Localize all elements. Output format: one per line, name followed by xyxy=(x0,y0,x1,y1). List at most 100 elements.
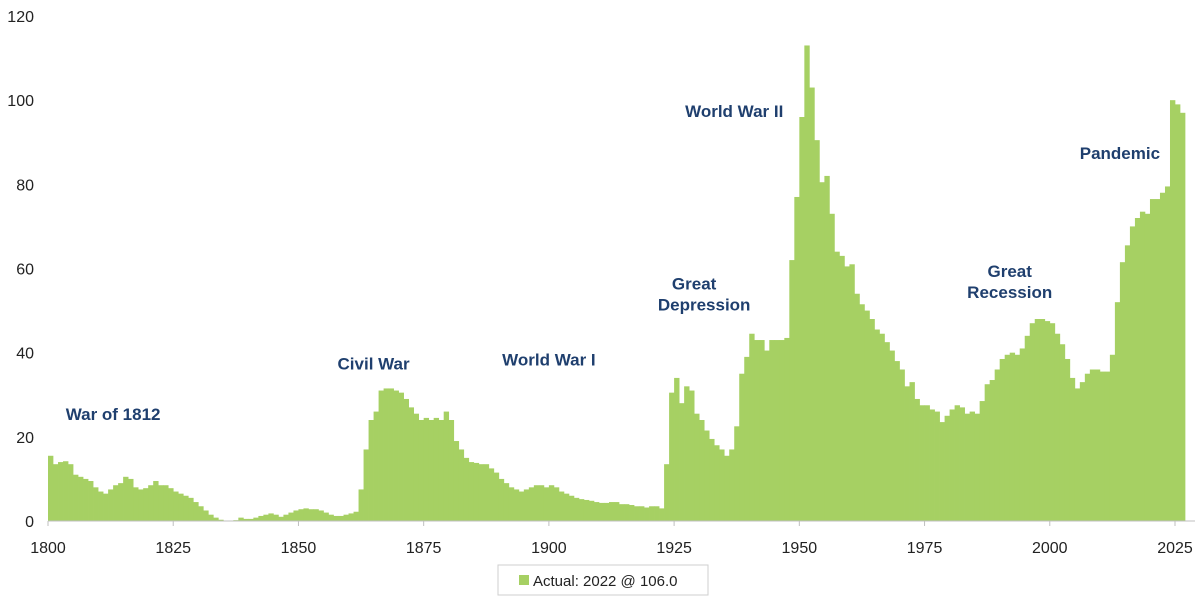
bar-1864 xyxy=(368,420,374,521)
bar-1878 xyxy=(438,420,445,521)
bar-1959 xyxy=(844,266,850,521)
y-tick-label: 20 xyxy=(16,430,34,447)
bar-1861 xyxy=(353,511,359,521)
bar-2026 xyxy=(1180,112,1186,521)
bar-1971 xyxy=(904,386,910,521)
bar-1854 xyxy=(318,510,324,521)
bar-1813 xyxy=(113,485,119,521)
bar-1811 xyxy=(103,493,109,521)
bar-1800 xyxy=(48,455,54,521)
bar-1917 xyxy=(634,506,640,521)
bar-1893 xyxy=(513,489,520,521)
bar-1891 xyxy=(503,483,510,522)
bar-1996 xyxy=(1029,323,1036,521)
bar-1886 xyxy=(478,464,485,521)
bar-1997 xyxy=(1034,319,1041,521)
bar-1831 xyxy=(203,510,209,521)
bar-1807 xyxy=(83,478,89,521)
bar-1956 xyxy=(829,213,835,522)
legend-box xyxy=(497,564,709,596)
bar-1982 xyxy=(959,407,965,522)
bar-1916 xyxy=(629,505,635,521)
bar-1952 xyxy=(809,87,815,521)
bar-1833 xyxy=(213,517,219,521)
bar-1969 xyxy=(894,361,900,521)
x-tick-label: 1950 xyxy=(782,540,818,557)
bar-1923 xyxy=(664,464,670,521)
bar-1984 xyxy=(969,411,975,521)
bar-1943 xyxy=(764,350,770,521)
bar-1814 xyxy=(118,483,124,522)
bar-1879 xyxy=(443,411,450,521)
bar-2017 xyxy=(1134,218,1141,521)
bar-1911 xyxy=(603,502,610,521)
bar-1987 xyxy=(984,384,991,521)
bar-1875 xyxy=(423,417,430,521)
bar-1993 xyxy=(1014,354,1021,521)
bar-1855 xyxy=(323,512,329,521)
legend: Actual: 2022 @ 106.0 xyxy=(497,564,709,596)
bar-1906 xyxy=(578,499,585,521)
bar-1973 xyxy=(914,398,920,521)
bar-1903 xyxy=(563,493,570,521)
bar-1950 xyxy=(799,117,805,521)
x-tick-label: 1825 xyxy=(155,540,191,557)
bar-1905 xyxy=(573,497,580,521)
bar-1809 xyxy=(93,487,99,521)
bar-1907 xyxy=(583,499,590,521)
bar-2020 xyxy=(1149,199,1156,521)
bar-1920 xyxy=(649,506,655,521)
bar-1918 xyxy=(639,506,645,521)
bar-1853 xyxy=(313,509,319,521)
bar-2006 xyxy=(1079,382,1086,522)
x-tick-label: 1850 xyxy=(281,540,317,557)
bar-1939 xyxy=(744,356,750,522)
bar-1849 xyxy=(293,510,299,521)
bar-1889 xyxy=(493,472,500,521)
bar-1937 xyxy=(734,426,740,521)
bar-1958 xyxy=(839,255,845,522)
bar-1823 xyxy=(163,485,169,521)
bar-1819 xyxy=(143,488,149,521)
bars-layer xyxy=(48,45,1186,522)
bar-1948 xyxy=(789,260,795,521)
bar-1847 xyxy=(283,514,289,521)
annotation-label: World War I xyxy=(502,350,596,369)
bar-1990 xyxy=(999,358,1006,521)
bar-1822 xyxy=(158,485,164,521)
bar-2014 xyxy=(1119,262,1126,521)
bar-1844 xyxy=(268,513,274,521)
bar-1941 xyxy=(754,340,760,521)
bar-2002 xyxy=(1059,344,1066,521)
bar-1925 xyxy=(674,377,680,521)
bar-1843 xyxy=(263,514,269,521)
bar-1890 xyxy=(498,478,505,521)
bar-1806 xyxy=(78,476,84,521)
annotation-label: Recession xyxy=(967,283,1052,302)
bar-1991 xyxy=(1004,354,1011,521)
bar-1885 xyxy=(473,462,480,521)
bar-2024 xyxy=(1169,100,1176,522)
bar-1994 xyxy=(1019,348,1026,521)
bar-1946 xyxy=(779,340,785,521)
bar-1998 xyxy=(1039,319,1046,521)
bar-2021 xyxy=(1154,199,1161,521)
bar-1881 xyxy=(453,441,460,521)
bar-1880 xyxy=(448,420,455,521)
bar-1900 xyxy=(548,485,555,521)
annotation-label: World War II xyxy=(685,102,783,121)
bar-1863 xyxy=(363,449,369,521)
bar-1912 xyxy=(609,502,615,521)
bar-1877 xyxy=(433,417,440,521)
bar-1999 xyxy=(1044,321,1051,521)
bar-1963 xyxy=(864,310,870,521)
bar-1910 xyxy=(598,502,605,521)
bar-1810 xyxy=(98,491,104,521)
bar-2011 xyxy=(1104,371,1111,521)
bar-1961 xyxy=(854,293,860,521)
bar-1896 xyxy=(528,487,535,521)
bar-2023 xyxy=(1164,186,1171,521)
legend-swatch xyxy=(519,575,529,585)
bar-1857 xyxy=(333,515,339,521)
bar-1926 xyxy=(679,403,685,521)
